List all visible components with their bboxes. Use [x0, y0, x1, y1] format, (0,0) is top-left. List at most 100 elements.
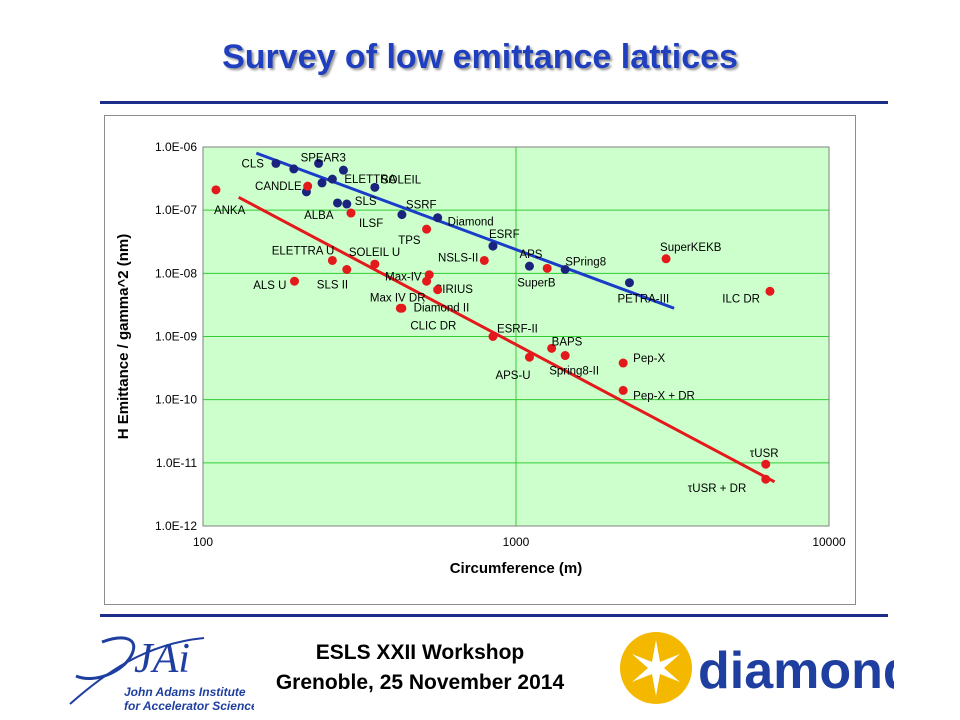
- planned-data-point: [765, 286, 775, 296]
- existing-data-point: [433, 213, 443, 223]
- point-label: SLS: [355, 196, 377, 208]
- point-label: SOLEIL U: [349, 247, 400, 259]
- point-label: SSRF: [406, 200, 437, 212]
- footer-event-date: Grenoble, 25 November 2014: [275, 671, 565, 694]
- point-label: CLIC DR: [410, 320, 456, 332]
- y-tick-label: 1.0E-12: [155, 519, 197, 533]
- existing-data-point: [338, 165, 348, 175]
- y-tick-label: 1.0E-10: [155, 393, 197, 407]
- existing-data-point: [624, 278, 634, 288]
- existing-trend-line: [255, 151, 675, 310]
- existing-data-point: [342, 199, 352, 209]
- x-tick-label: 10000: [812, 535, 846, 549]
- point-label: Max IV DR: [370, 292, 426, 304]
- point-label: SOLEIL: [381, 174, 422, 186]
- point-label: BAPS: [552, 336, 583, 348]
- planned-data-point: [488, 332, 498, 341]
- point-label: Diamond II: [414, 303, 470, 315]
- planned-data-point: [422, 276, 432, 286]
- existing-data-point: [488, 241, 498, 251]
- point-label: NSLS-II: [438, 252, 478, 264]
- planned-data-point: [342, 264, 352, 274]
- existing-data-point: [397, 210, 407, 220]
- planned-data-point: [327, 255, 337, 265]
- point-label: SLS II: [317, 279, 348, 291]
- point-label: APS: [519, 249, 542, 261]
- existing-data-point: [560, 264, 570, 274]
- point-label: PETRA-III: [617, 294, 669, 306]
- emittance-scatter-chart: 1.0E-12 1.0E-11 1.0E-10 1.0E-09 1.0E-08 1.0E-…: [115, 140, 846, 577]
- point-label: ELETTRA: [344, 174, 396, 186]
- point-label: ALS U: [253, 280, 286, 292]
- point-label: ILC DR: [722, 293, 760, 305]
- y-tick-label: 1.0E-08: [155, 266, 197, 280]
- planned-data-point: [761, 474, 771, 484]
- y-tick-label: 1.0E-06: [155, 140, 197, 154]
- point-label: SIRIUS: [435, 284, 474, 296]
- planned-data-point: [422, 224, 432, 234]
- jai-logo-text-line1: John Adams Institute: [124, 685, 246, 699]
- planned-data-point: [370, 259, 380, 269]
- point-label: ALBA: [304, 210, 334, 222]
- existing-data-point: [314, 158, 324, 168]
- point-label: ESRF: [489, 229, 520, 241]
- planned-data-point: [661, 254, 671, 264]
- existing-data-point: [327, 174, 337, 184]
- x-tick-label: 1000: [503, 535, 530, 549]
- planned-data-point: [761, 459, 771, 469]
- point-label: Spring8-II: [549, 366, 599, 378]
- planned-data-point: [547, 343, 557, 353]
- planned-data-point: [303, 181, 313, 191]
- point-label: CANDLE: [255, 181, 302, 193]
- x-tick-label: 100: [193, 535, 213, 549]
- sun-icon: [620, 632, 692, 704]
- planned-data-point: [618, 358, 628, 368]
- planned-data-point: [289, 276, 299, 286]
- point-label: CLS: [242, 158, 265, 170]
- jai-logo: JAi John Adams Institute for Accelerator…: [69, 636, 254, 713]
- point-label: τUSR + DR: [688, 483, 747, 495]
- planned-data-point: [346, 208, 356, 218]
- plot-area-border: [202, 146, 830, 527]
- planned-data-point: [433, 285, 443, 295]
- planned-data-point: [542, 263, 552, 273]
- existing-data-point: [289, 164, 299, 174]
- existing-data-point: [524, 261, 534, 271]
- point-label: TPS: [398, 235, 421, 247]
- existing-data-point: [271, 158, 281, 168]
- y-tick-label: 1.0E-07: [155, 203, 197, 217]
- diamond-logo: diamond: [620, 632, 894, 704]
- existing-data-point: [333, 198, 343, 208]
- y-axis-title: H Emittance / gamma^2 (nm): [115, 234, 132, 439]
- y-tick-label: 1.0E-09: [155, 330, 197, 344]
- title-divider: [100, 101, 888, 104]
- planned-data-point: [479, 255, 489, 265]
- point-label: SPring8: [565, 256, 606, 268]
- point-label: APS-U: [495, 370, 530, 382]
- existing-data-point: [317, 178, 327, 188]
- footer-event-name: ESLS XXII Workshop: [315, 641, 525, 664]
- diamond-logo-text: diamond: [698, 642, 894, 700]
- point-label: Diamond: [448, 217, 494, 229]
- point-label: τUSR: [750, 448, 779, 460]
- jai-logo-text-line2: for Accelerator Science: [124, 699, 254, 713]
- point-label: ELETTRA U: [272, 245, 335, 257]
- point-label: ANKA: [214, 205, 246, 217]
- point-label: Max-IV: [385, 272, 422, 284]
- y-tick-label: 1.0E-11: [156, 456, 197, 470]
- existing-data-point: [370, 182, 380, 192]
- point-label: ESRF-II: [497, 324, 538, 336]
- x-axis-title: Circumference (m): [450, 560, 583, 577]
- footer-divider: [100, 614, 888, 617]
- planned-data-point: [395, 303, 405, 313]
- planned-data-point: [211, 185, 221, 195]
- point-label: SuperB: [517, 277, 556, 289]
- jai-logo-letters: JAi: [134, 636, 190, 682]
- planned-data-point: [560, 351, 570, 361]
- point-label: Pep-X + DR: [633, 390, 695, 402]
- point-label: ILSF: [359, 218, 383, 230]
- planned-data-point: [618, 385, 628, 395]
- point-label: Pep-X: [633, 353, 665, 365]
- planned-trend-line: [237, 195, 776, 484]
- point-label: SPEAR3: [301, 152, 346, 164]
